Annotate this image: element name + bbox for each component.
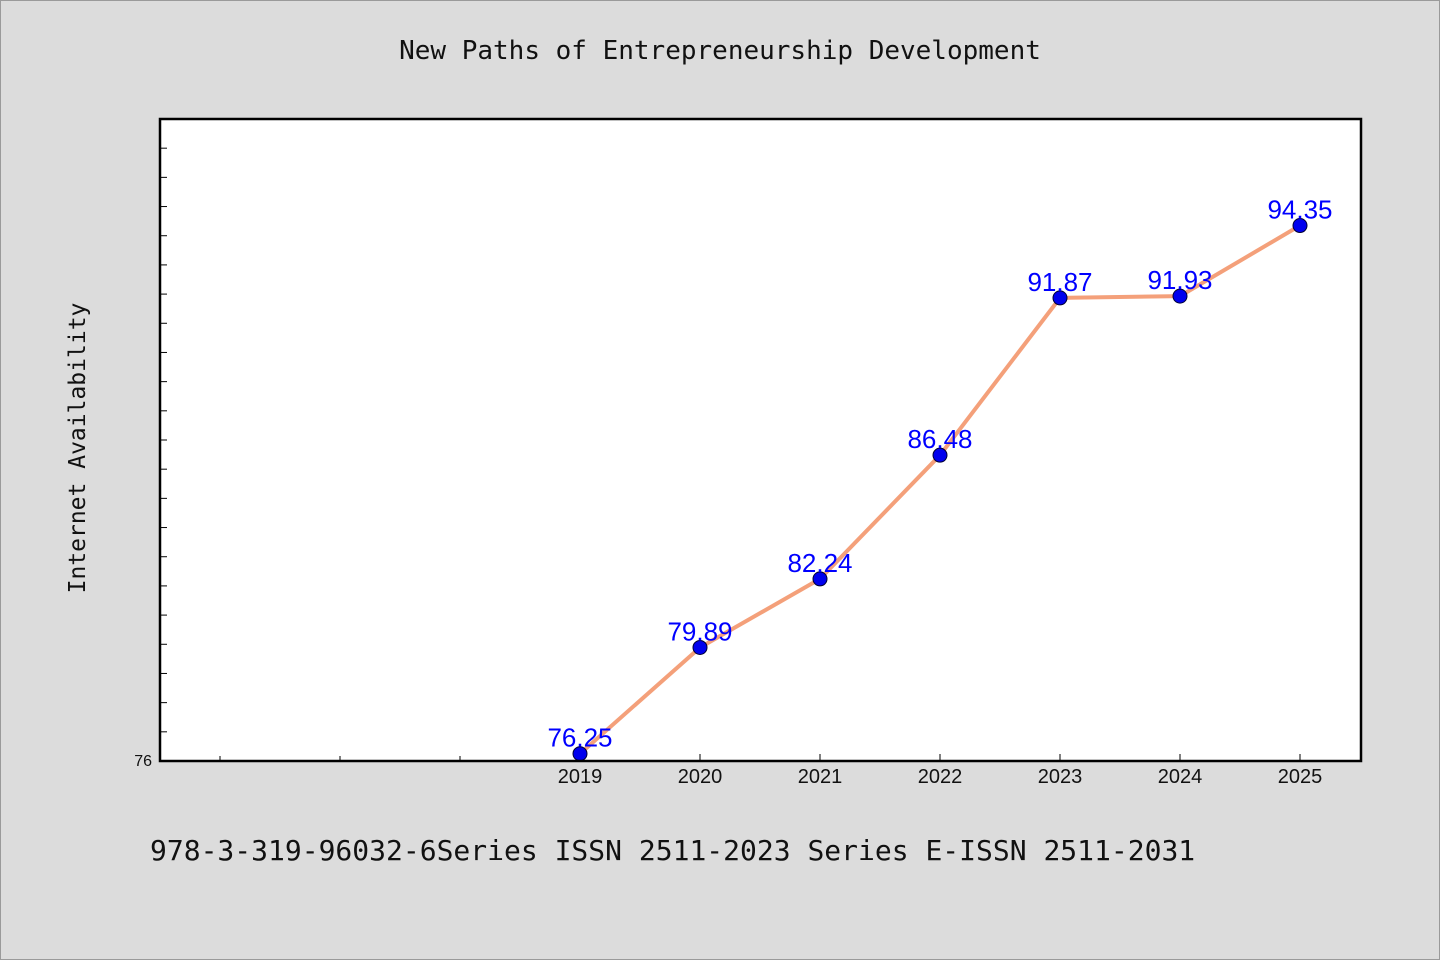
data-label: 76.25 (547, 723, 612, 753)
data-label: 86.48 (907, 424, 972, 454)
data-point (812, 571, 828, 587)
data-label: 91.93 (1147, 265, 1212, 295)
markers-group (572, 218, 1308, 762)
x-tick-label: 2021 (798, 766, 843, 788)
footer-isbn-text: 978-3-319-96032-6Series ISSN 2511-2023 S… (150, 834, 1196, 867)
data-point (1052, 290, 1068, 306)
data-label: 79.89 (667, 616, 732, 646)
x-tick-label: 2020 (678, 766, 723, 788)
x-tick-label: 2019 (558, 766, 603, 788)
data-labels-group: 76.25 79.89 82.24 86.48 91.87 91.93 94.35 (547, 195, 1332, 753)
plot-area (160, 119, 1361, 761)
x-ticks: 2019 2020 2021 2022 2023 2024 2025 (558, 754, 1323, 788)
data-label: 94.35 (1267, 195, 1332, 225)
plot-border (158, 117, 1363, 763)
data-point (692, 639, 708, 655)
x-tick-label: 2022 (918, 766, 963, 788)
x-tick-label: 2025 (1278, 766, 1323, 788)
data-label: 91.87 (1027, 267, 1092, 297)
x-tick-label: 2023 (1038, 766, 1083, 788)
data-point (1172, 288, 1188, 304)
x-tick-label: 2024 (1158, 766, 1203, 788)
y-tick-label: 76 (134, 753, 152, 770)
chart-title: New Paths of Entrepreneurship Developmen… (399, 36, 1041, 66)
data-point (932, 447, 948, 463)
data-label: 82.24 (787, 548, 852, 578)
data-point (1292, 218, 1308, 234)
